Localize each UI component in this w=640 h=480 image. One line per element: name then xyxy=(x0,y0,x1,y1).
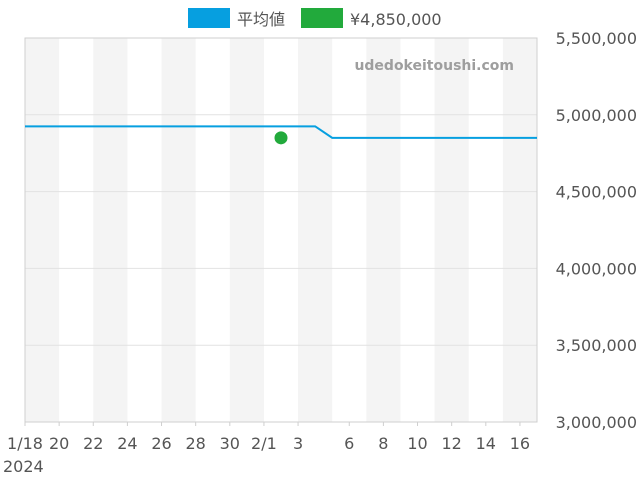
background-band xyxy=(298,38,333,422)
x-tick-label: 8 xyxy=(378,434,388,453)
x-tick-label: 26 xyxy=(151,434,171,453)
y-tick-label: 3,000,000 xyxy=(556,413,637,432)
x-tick-label: 3 xyxy=(293,434,303,453)
legend-swatch-average xyxy=(188,8,230,28)
watermark: udedokeitoushi.com xyxy=(354,58,514,74)
background-band xyxy=(366,38,401,422)
y-axis-ticks: 5,500,000 5,000,000 4,500,000 4,000,000 3,50… xyxy=(556,29,637,432)
y-tick-label: 5,000,000 xyxy=(556,106,637,125)
x-tick-label: 10 xyxy=(407,434,427,453)
background-band xyxy=(502,38,537,422)
x-tick-label: 14 xyxy=(476,434,496,453)
y-tick-label: 4,500,000 xyxy=(556,183,637,202)
price-point xyxy=(274,131,288,145)
x-tick-label: 20 xyxy=(49,434,69,453)
x-tick-label: 2/1 xyxy=(251,434,277,453)
background-band xyxy=(434,38,469,422)
background-band xyxy=(161,38,196,422)
x-tick-label: 22 xyxy=(83,434,103,453)
background-band xyxy=(93,38,128,422)
x-tick-label: 1/18 xyxy=(7,434,43,453)
x-tick-label: 30 xyxy=(220,434,240,453)
background-band xyxy=(25,38,60,422)
x-tick-label: 16 xyxy=(510,434,530,453)
x-tick-label: 28 xyxy=(185,434,205,453)
legend-swatch-price xyxy=(301,8,343,28)
x-tick-label: 24 xyxy=(117,434,137,453)
x-axis-year-label: 2024 xyxy=(3,457,44,476)
x-tick-label: 12 xyxy=(441,434,461,453)
y-tick-label: 5,500,000 xyxy=(556,29,637,48)
x-tick-label: 6 xyxy=(344,434,354,453)
legend: 平均値 ¥4,850,000 xyxy=(188,8,442,29)
y-tick-label: 3,500,000 xyxy=(556,336,637,355)
y-tick-label: 4,000,000 xyxy=(556,259,637,278)
x-axis-ticks: 1/18 20 22 24 26 28 30 2/1 3 6 8 10 12 14 16 xyxy=(7,422,530,453)
legend-label-price: ¥4,850,000 xyxy=(350,10,442,29)
plot-frame xyxy=(24,37,538,423)
background-bands xyxy=(25,38,537,422)
legend-label-average: 平均値 xyxy=(237,10,285,29)
series-layer xyxy=(25,125,537,145)
background-band xyxy=(229,38,264,422)
series-line-average xyxy=(25,125,537,139)
